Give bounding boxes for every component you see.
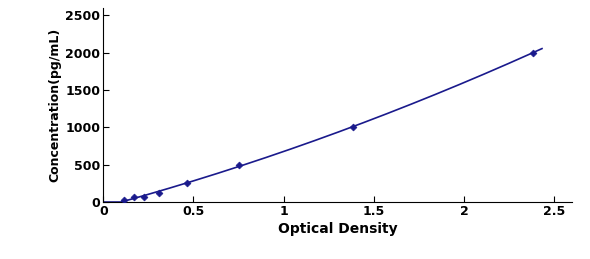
X-axis label: Optical Density: Optical Density [278, 222, 398, 236]
Y-axis label: Concentration(pg/mL): Concentration(pg/mL) [48, 28, 61, 182]
